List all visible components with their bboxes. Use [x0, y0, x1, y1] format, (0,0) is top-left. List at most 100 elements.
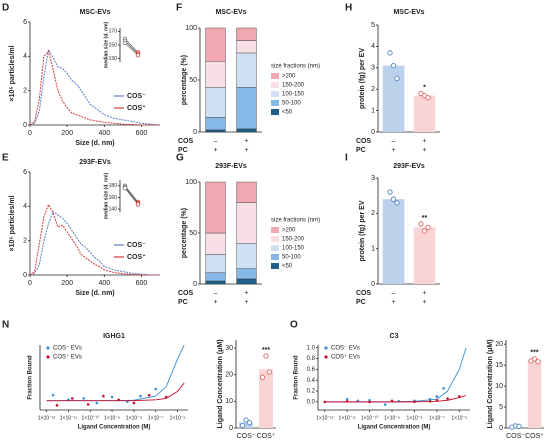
legend-label: >200 — [282, 228, 296, 234]
pair-point — [122, 185, 128, 191]
y-axis-label: ×10⁵ particles/ml — [9, 195, 16, 251]
data-point — [259, 374, 266, 380]
significance: *** — [530, 350, 538, 357]
fit-curve — [46, 344, 185, 402]
x-axis-label: Ligand Concentration (M) — [358, 425, 431, 431]
y-tick-label: 0.6 — [307, 367, 316, 373]
significance: ** — [422, 215, 428, 222]
data-point — [345, 397, 349, 401]
data-point — [418, 221, 424, 227]
x-tick-label: 1×10⁻¹² — [38, 415, 56, 421]
panel-label: D — [2, 3, 9, 14]
y-tick-label: 5 — [371, 22, 375, 29]
data-point — [425, 95, 431, 101]
series-line — [29, 210, 160, 276]
bar-segment — [236, 181, 257, 203]
panel-label: F — [176, 3, 182, 14]
x-tick-label: 1×10⁻⁶ — [170, 415, 186, 421]
panel-label: E — [2, 153, 9, 164]
data-point — [95, 401, 99, 405]
y-axis-label: protein (fg) per EV — [359, 48, 366, 109]
data-point — [435, 395, 439, 398]
condition-value: – — [214, 290, 218, 297]
condition-value: + — [244, 138, 248, 145]
data-point — [139, 394, 142, 398]
condition-value: + — [422, 138, 426, 145]
y-axis-label: percentage (%) — [181, 55, 188, 105]
y-tick-label: 3 — [371, 175, 375, 182]
data-point — [394, 200, 400, 206]
y-tick-label: 1.0 — [307, 345, 316, 351]
significance: * — [423, 84, 426, 91]
legend-label: 50-100 — [282, 101, 301, 107]
data-point — [86, 403, 90, 406]
data-point — [368, 400, 371, 404]
chart-title: IGHG1 — [103, 333, 125, 340]
x-tick-label: 1×10⁻⁹ — [104, 415, 120, 421]
bar-segment — [236, 40, 257, 54]
legend-swatch — [271, 73, 279, 79]
y-tick-label: 0.4 — [307, 378, 316, 384]
condition-label: PC — [178, 147, 188, 154]
legend-label: COS⁺ EVs — [53, 354, 82, 361]
y-axis-label: Ligand Concentration (μM) — [217, 339, 224, 428]
y-tick-label: 4 — [23, 203, 27, 210]
y-tick-label: 30 — [225, 345, 233, 352]
y-tick-label: 2 — [23, 88, 27, 95]
x-tick-label: 1×10⁻⁸ — [406, 415, 422, 421]
chart-title: 293F-EVs — [215, 163, 247, 170]
y-tick-label: 6 — [23, 169, 27, 176]
x-tick-label: 1×10⁻⁸ — [126, 415, 142, 421]
x-tick-label: 1×10⁻¹⁰ — [81, 415, 99, 421]
bar-segment — [236, 27, 257, 41]
y-tick-label: 2 — [371, 86, 375, 93]
legend-label: <50 — [282, 110, 293, 116]
legend-swatch — [46, 355, 50, 359]
condition-value: + — [391, 299, 395, 306]
data-point — [263, 353, 269, 359]
data-point — [387, 50, 393, 56]
data-point — [428, 400, 432, 403]
pair-line — [124, 187, 139, 205]
data-point — [154, 387, 158, 391]
pair-line — [124, 186, 139, 204]
y-tick-label: 180 — [109, 183, 118, 189]
x-tick-label: COS⁻ — [506, 433, 525, 440]
y-tick-label: 4 — [371, 43, 375, 50]
bar-segment — [205, 280, 226, 285]
y-tick-label: 140 — [109, 206, 118, 212]
data-point — [435, 398, 439, 402]
y-tick-label: 0 — [23, 122, 27, 129]
y-tick-label: 100 — [185, 179, 197, 186]
legend-label: COS⁺ — [127, 253, 146, 261]
bar — [259, 369, 273, 428]
data-point — [531, 356, 538, 362]
bar-segment — [205, 272, 226, 282]
bar-segment — [205, 232, 226, 255]
condition-value: – — [214, 138, 218, 145]
bar-segment — [236, 278, 257, 285]
data-point — [394, 75, 400, 82]
y-axis-label: median size (d. nm) — [103, 172, 109, 219]
y-tick-label: 0.2 — [307, 389, 316, 395]
legend-title: size fractions (nm) — [271, 218, 320, 224]
condition-label: COS — [356, 138, 372, 145]
series-line — [29, 47, 161, 126]
x-tick-label: 0 — [28, 130, 32, 137]
y-axis-label: median size (d. nm) — [103, 21, 109, 68]
x-tick-label: COS⁺ — [257, 432, 276, 440]
data-point — [425, 224, 431, 231]
bar — [413, 95, 436, 132]
y-tick-label: 0.8 — [307, 356, 316, 362]
condition-label: PC — [178, 299, 188, 306]
bar — [382, 65, 405, 132]
bar-segment — [205, 129, 226, 133]
x-tick-label: 600 — [136, 280, 148, 287]
y-axis-label: Ligand Concentration (μM) — [487, 339, 494, 428]
y-tick-label: 100 — [185, 25, 197, 32]
bar-segment — [236, 202, 257, 244]
series-line — [29, 203, 160, 276]
data-point — [243, 417, 249, 423]
panel-label: H — [345, 3, 352, 14]
